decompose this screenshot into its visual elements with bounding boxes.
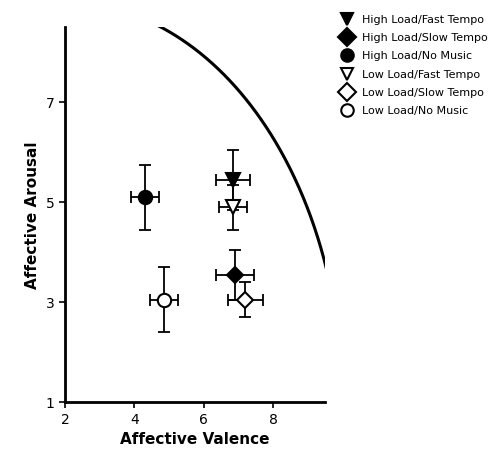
Legend: High Load/Fast Tempo, High Load/Slow Tempo, High Load/No Music, Low Load/Fast Te: High Load/Fast Tempo, High Load/Slow Tem… bbox=[336, 15, 488, 117]
X-axis label: Affective Valence: Affective Valence bbox=[120, 432, 270, 447]
Y-axis label: Affective Arousal: Affective Arousal bbox=[25, 141, 40, 288]
